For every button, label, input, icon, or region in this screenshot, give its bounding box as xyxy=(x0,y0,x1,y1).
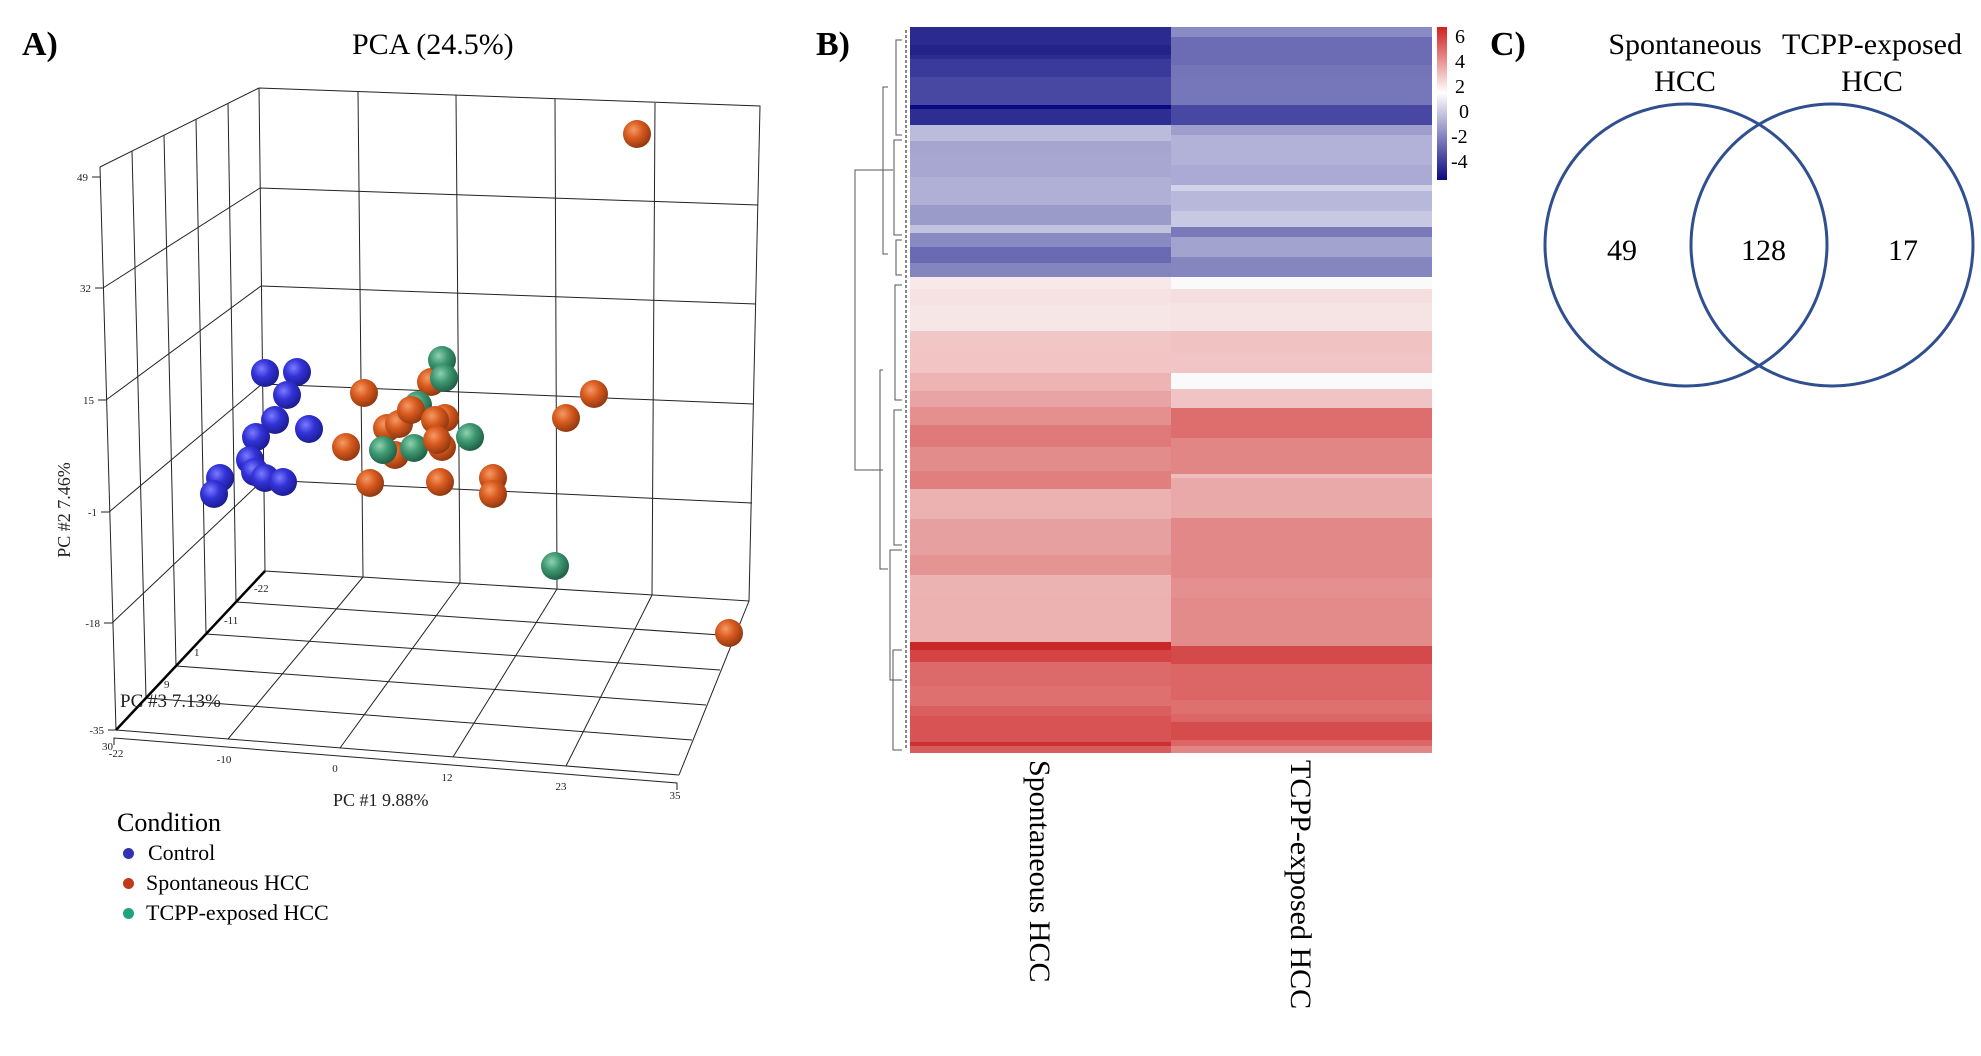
y-tick: -1 xyxy=(88,507,97,519)
colorbar-tick: 0 xyxy=(1459,101,1469,123)
legend-dot-icon xyxy=(123,907,134,919)
z-tick: -11 xyxy=(224,615,238,627)
series-control xyxy=(200,358,323,508)
x-tick: 35 xyxy=(670,790,682,802)
venn-only-right: 17 xyxy=(1888,234,1918,267)
series-spontaneous-hcc-front2 xyxy=(423,426,451,454)
z-tick: 30 xyxy=(102,741,114,753)
x-tick: -10 xyxy=(217,754,232,766)
y-tick-labels: 49 32 15 -1 -18 -35 xyxy=(77,172,104,737)
venn-circle-left xyxy=(1543,102,1829,388)
legend-label: Spontaneous HCC xyxy=(146,870,310,895)
venn-diagram xyxy=(1543,102,1975,388)
z-axis-line xyxy=(115,570,266,731)
pca-3d-plot: 49 32 15 -1 -18 -35 -22 -10 0 12 23 35 -… xyxy=(54,87,761,810)
colorbar-tick: -2 xyxy=(1451,126,1468,148)
y-tick: 15 xyxy=(83,395,95,407)
pca-gridlines xyxy=(99,87,761,790)
panel-c-label: C) xyxy=(1490,26,1526,63)
x-tick: 23 xyxy=(556,781,568,793)
y-axis-label: PC #2 7.46% xyxy=(54,462,74,558)
legend-dot-icon xyxy=(123,877,134,889)
legend-title: Condition xyxy=(117,808,222,837)
colorbar-tick: 2 xyxy=(1455,76,1465,98)
pca-title: PCA (24.5%) xyxy=(352,28,514,61)
legend-dot-icon xyxy=(123,847,134,859)
venn-right-line1: TCPP-exposed xyxy=(1782,28,1962,61)
y-tick: -35 xyxy=(89,725,104,737)
z-tick: 1 xyxy=(194,647,200,659)
venn-left-line1: Spontaneous xyxy=(1608,28,1762,61)
z-axis-label: PC #3 7.13% xyxy=(120,691,221,712)
heatmap-column-tcpp xyxy=(1171,27,1432,753)
colorbar-tick: 4 xyxy=(1455,51,1465,73)
heatmap xyxy=(854,27,1447,753)
colorbar-tick: 6 xyxy=(1455,26,1465,48)
legend-label: TCPP-exposed HCC xyxy=(146,900,329,925)
panel-b-label: B) xyxy=(816,26,850,63)
heatmap-col-label-tcpp: TCPP-exposed HCC xyxy=(1284,760,1317,1010)
row-dendrogram xyxy=(854,39,902,751)
z-tick: 9 xyxy=(164,679,170,691)
heatmap-col-label-spontaneous: Spontaneous HCC xyxy=(1023,760,1056,983)
legend-item-spontaneous-hcc: Spontaneous HCC xyxy=(117,868,329,898)
y-tick: -18 xyxy=(85,618,100,630)
venn-set-right-label: TCPP-exposed HCC xyxy=(1763,26,1981,100)
legend-label: Control xyxy=(148,840,216,865)
colorbar xyxy=(1437,27,1447,180)
venn-intersection: 128 xyxy=(1741,234,1786,267)
x-tick: 0 xyxy=(332,763,338,775)
venn-right-line2: HCC xyxy=(1841,65,1903,98)
series-tcpp-exposed-hcc-front xyxy=(369,423,569,580)
colorbar-tick: -4 xyxy=(1451,151,1468,173)
pca-legend: Condition Control Spontaneous HCC TCPP-e… xyxy=(117,808,329,928)
legend-item-tcpp-exposed-hcc: TCPP-exposed HCC xyxy=(117,898,329,928)
legend-item-control: Control xyxy=(117,838,329,868)
venn-circle-right xyxy=(1689,102,1975,388)
x-axis-label: PC #1 9.88% xyxy=(333,790,429,810)
y-axis-ticks xyxy=(92,176,116,731)
z-tick: -22 xyxy=(254,583,269,595)
venn-only-left: 49 xyxy=(1607,234,1637,267)
z-tick-labels: -22 -11 1 9 30 xyxy=(102,583,269,753)
y-tick: 32 xyxy=(80,283,91,295)
panel-a-label: A) xyxy=(22,26,58,63)
x-tick-labels: -22 -10 0 12 23 35 xyxy=(109,748,681,802)
heatmap-column-spontaneous xyxy=(910,27,1171,753)
x-tick: 12 xyxy=(442,772,453,784)
x-tick: -22 xyxy=(109,748,124,760)
y-tick: 49 xyxy=(77,172,89,184)
venn-set-left-label: Spontaneous HCC xyxy=(1580,26,1790,100)
venn-left-line2: HCC xyxy=(1654,65,1716,98)
